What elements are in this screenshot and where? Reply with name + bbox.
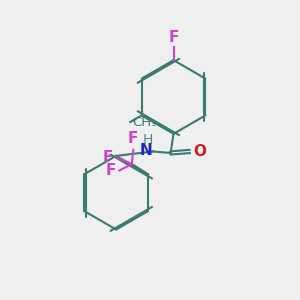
Text: CH₃: CH₃ xyxy=(133,116,157,128)
Text: F: F xyxy=(106,163,116,178)
Text: F: F xyxy=(128,131,139,146)
Text: F: F xyxy=(168,31,179,46)
Text: N: N xyxy=(139,143,152,158)
Text: O: O xyxy=(193,144,206,159)
Text: H: H xyxy=(142,133,153,147)
Text: F: F xyxy=(103,150,113,165)
